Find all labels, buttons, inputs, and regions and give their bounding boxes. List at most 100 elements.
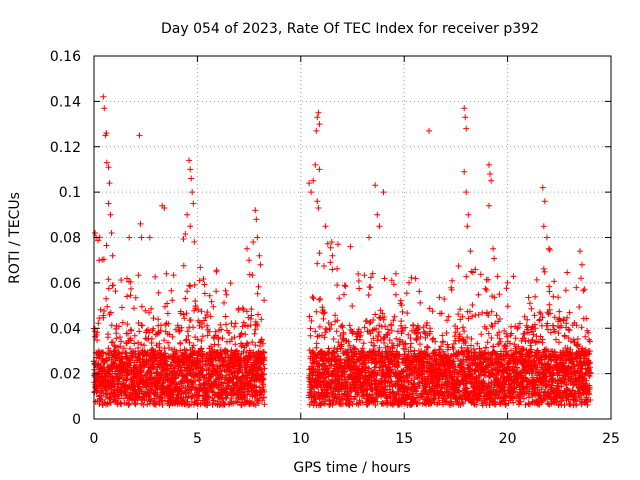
data-point	[162, 397, 168, 404]
data-point	[327, 244, 334, 251]
data-point	[197, 264, 204, 271]
data-point	[360, 340, 367, 347]
data-point	[398, 318, 405, 325]
data-point	[94, 337, 101, 344]
data-point	[261, 297, 268, 304]
data-point	[135, 339, 142, 346]
data-point	[117, 334, 123, 341]
data-point	[222, 287, 229, 294]
data-point	[329, 252, 336, 259]
data-point	[376, 322, 383, 329]
data-point	[361, 272, 368, 279]
data-point	[320, 310, 327, 317]
data-point	[119, 304, 125, 311]
data-point	[546, 246, 553, 253]
data-point	[313, 308, 320, 315]
data-point	[317, 296, 324, 302]
data-point	[482, 285, 489, 292]
data-point	[186, 282, 193, 289]
data-point	[190, 324, 196, 331]
data-point	[320, 315, 327, 322]
data-point	[94, 329, 101, 336]
data-point	[116, 323, 122, 330]
data-point	[463, 273, 470, 280]
data-point	[150, 315, 157, 322]
data-point	[240, 319, 247, 326]
data-point	[168, 287, 175, 294]
data-point	[105, 285, 112, 292]
data-point	[219, 335, 226, 342]
data-point	[242, 322, 249, 329]
data-point	[541, 268, 548, 275]
data-point	[330, 336, 337, 342]
data-point	[187, 317, 194, 323]
data-point	[185, 332, 192, 339]
data-point	[180, 311, 187, 318]
data-point	[504, 303, 511, 310]
data-point	[162, 303, 168, 310]
data-point	[329, 266, 336, 273]
data-point	[191, 282, 198, 288]
data-point	[97, 306, 104, 313]
data-point	[152, 273, 159, 280]
data-point	[103, 242, 110, 249]
data-point	[135, 272, 142, 279]
data-point	[533, 276, 540, 283]
data-point	[238, 330, 245, 337]
data-point	[103, 295, 110, 302]
data-point	[361, 324, 368, 331]
data-point	[504, 279, 511, 286]
data-point	[169, 333, 176, 340]
data-point	[124, 293, 130, 300]
data-point	[333, 328, 340, 335]
data-point	[208, 343, 215, 350]
data-point	[192, 378, 199, 385]
data-point	[546, 288, 553, 295]
data-point	[349, 303, 356, 309]
data-point	[177, 339, 184, 346]
data-point	[532, 293, 539, 300]
data-point	[213, 288, 220, 295]
data-point	[125, 330, 131, 337]
data-point	[123, 390, 129, 397]
data-point	[215, 341, 222, 348]
data-point	[475, 291, 482, 298]
data-point	[190, 366, 197, 373]
data-point	[367, 284, 374, 291]
data-point	[107, 399, 114, 406]
data-point	[198, 337, 205, 344]
data-point	[309, 294, 316, 300]
data-point	[128, 327, 135, 334]
data-point	[187, 283, 194, 290]
data-point	[182, 231, 189, 237]
data-point	[488, 335, 495, 341]
data-point	[140, 401, 147, 408]
data-point	[191, 374, 197, 381]
data-point	[242, 331, 249, 338]
data-point	[128, 285, 134, 292]
data-point	[455, 263, 462, 269]
data-point	[460, 324, 466, 331]
data-point	[201, 290, 208, 297]
data-point	[182, 295, 189, 302]
data-point	[525, 294, 532, 301]
data-point	[132, 401, 139, 408]
data-point	[221, 400, 228, 407]
data-point	[478, 331, 485, 338]
data-point	[199, 366, 206, 373]
data-point	[126, 400, 133, 407]
data-point	[155, 316, 162, 323]
data-point	[231, 334, 238, 341]
data-point	[531, 312, 538, 319]
data-point	[178, 324, 185, 331]
data-point	[136, 328, 143, 335]
data-point	[127, 337, 134, 344]
data-point	[138, 341, 145, 348]
data-point	[206, 400, 213, 407]
data-point	[101, 308, 108, 314]
data-point	[104, 357, 111, 364]
data-point	[155, 289, 162, 296]
data-point	[327, 259, 334, 266]
data-point	[222, 313, 229, 320]
data-point	[210, 397, 217, 404]
